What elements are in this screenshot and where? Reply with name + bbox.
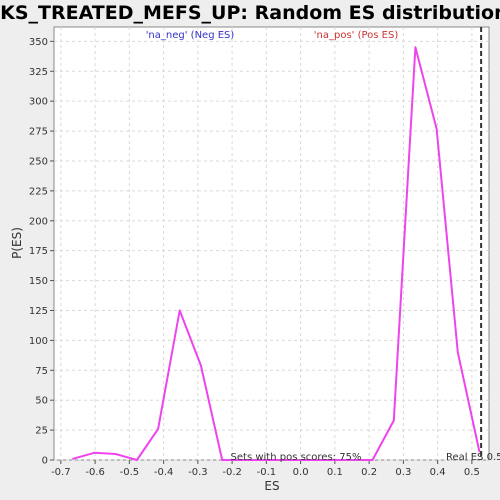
x-tick-label: -0.4: [154, 467, 174, 478]
y-tick-label: 225: [29, 186, 48, 197]
x-tick-label: -0.6: [85, 467, 105, 478]
y-tick-label: 250: [29, 156, 48, 167]
data-point: [72, 458, 74, 460]
y-tick-label: 50: [35, 396, 48, 407]
y-tick-label: 100: [29, 336, 48, 347]
x-tick-label: -0.1: [257, 467, 277, 478]
data-point: [178, 309, 181, 312]
y-tick-label: 0: [42, 456, 48, 467]
x-tick-label: 0.4: [430, 467, 446, 478]
y-tick-label: 275: [29, 127, 48, 138]
y-axis-label: P(ES): [10, 227, 24, 259]
data-point: [200, 364, 202, 367]
y-tick-label: 75: [35, 366, 48, 377]
y-tick-label: 25: [35, 426, 48, 437]
legend-neg-es: 'na_neg' (Neg ES): [146, 30, 235, 41]
data-point: [93, 452, 96, 454]
real-es-label: Real ES 0.5: [446, 452, 500, 463]
data-point: [157, 428, 159, 430]
x-tick-label: -0.5: [120, 467, 140, 478]
y-tick-label: 150: [29, 276, 48, 287]
y-tick-label: 325: [29, 67, 48, 78]
y-tick-label: 350: [29, 37, 48, 48]
x-tick-label: 0.1: [327, 467, 343, 478]
y-tick-label: 175: [29, 246, 48, 257]
x-tick-label: 0.0: [293, 467, 309, 478]
legend-pos-es: 'na_pos' (Pos ES): [314, 30, 399, 41]
x-tick-label: -0.7: [51, 467, 71, 478]
data-point: [371, 459, 374, 461]
data-point: [221, 459, 223, 461]
x-tick-label: -0.3: [188, 467, 208, 478]
chart-title: JACKS_TREATED_MEFS_UP: Random ES distrib…: [0, 2, 500, 24]
y-tick-label: 300: [29, 97, 48, 108]
y-tick-label: 200: [29, 216, 48, 227]
x-tick-label: 0.3: [395, 467, 411, 478]
x-axis: -0.7 -0.6 -0.5 -0.4 -0.3 -0.2 -0.1 0.0 0.1 0.2 0.3…: [51, 460, 480, 478]
data-point: [435, 127, 438, 130]
plot-area: [53, 26, 490, 461]
x-tick-label: 0.5: [464, 467, 480, 478]
data-point: [478, 450, 481, 453]
data-point: [414, 46, 417, 49]
data-point: [136, 459, 138, 461]
data-point: [392, 419, 395, 422]
y-axis: 0 25 50 75 100 125 150 175 200 225 250 275 300 325 350: [29, 37, 54, 467]
data-point: [457, 351, 459, 354]
data-point: [114, 453, 117, 455]
y-tick-label: 125: [29, 306, 48, 317]
series-line: [72, 46, 481, 461]
series-group: [72, 46, 481, 461]
x-axis-label: ES: [264, 479, 279, 493]
pos-scores-note: Sets with pos scores: 75%: [231, 452, 362, 463]
x-tick-label: -0.2: [222, 467, 242, 478]
x-tick-label: 0.2: [361, 467, 377, 478]
